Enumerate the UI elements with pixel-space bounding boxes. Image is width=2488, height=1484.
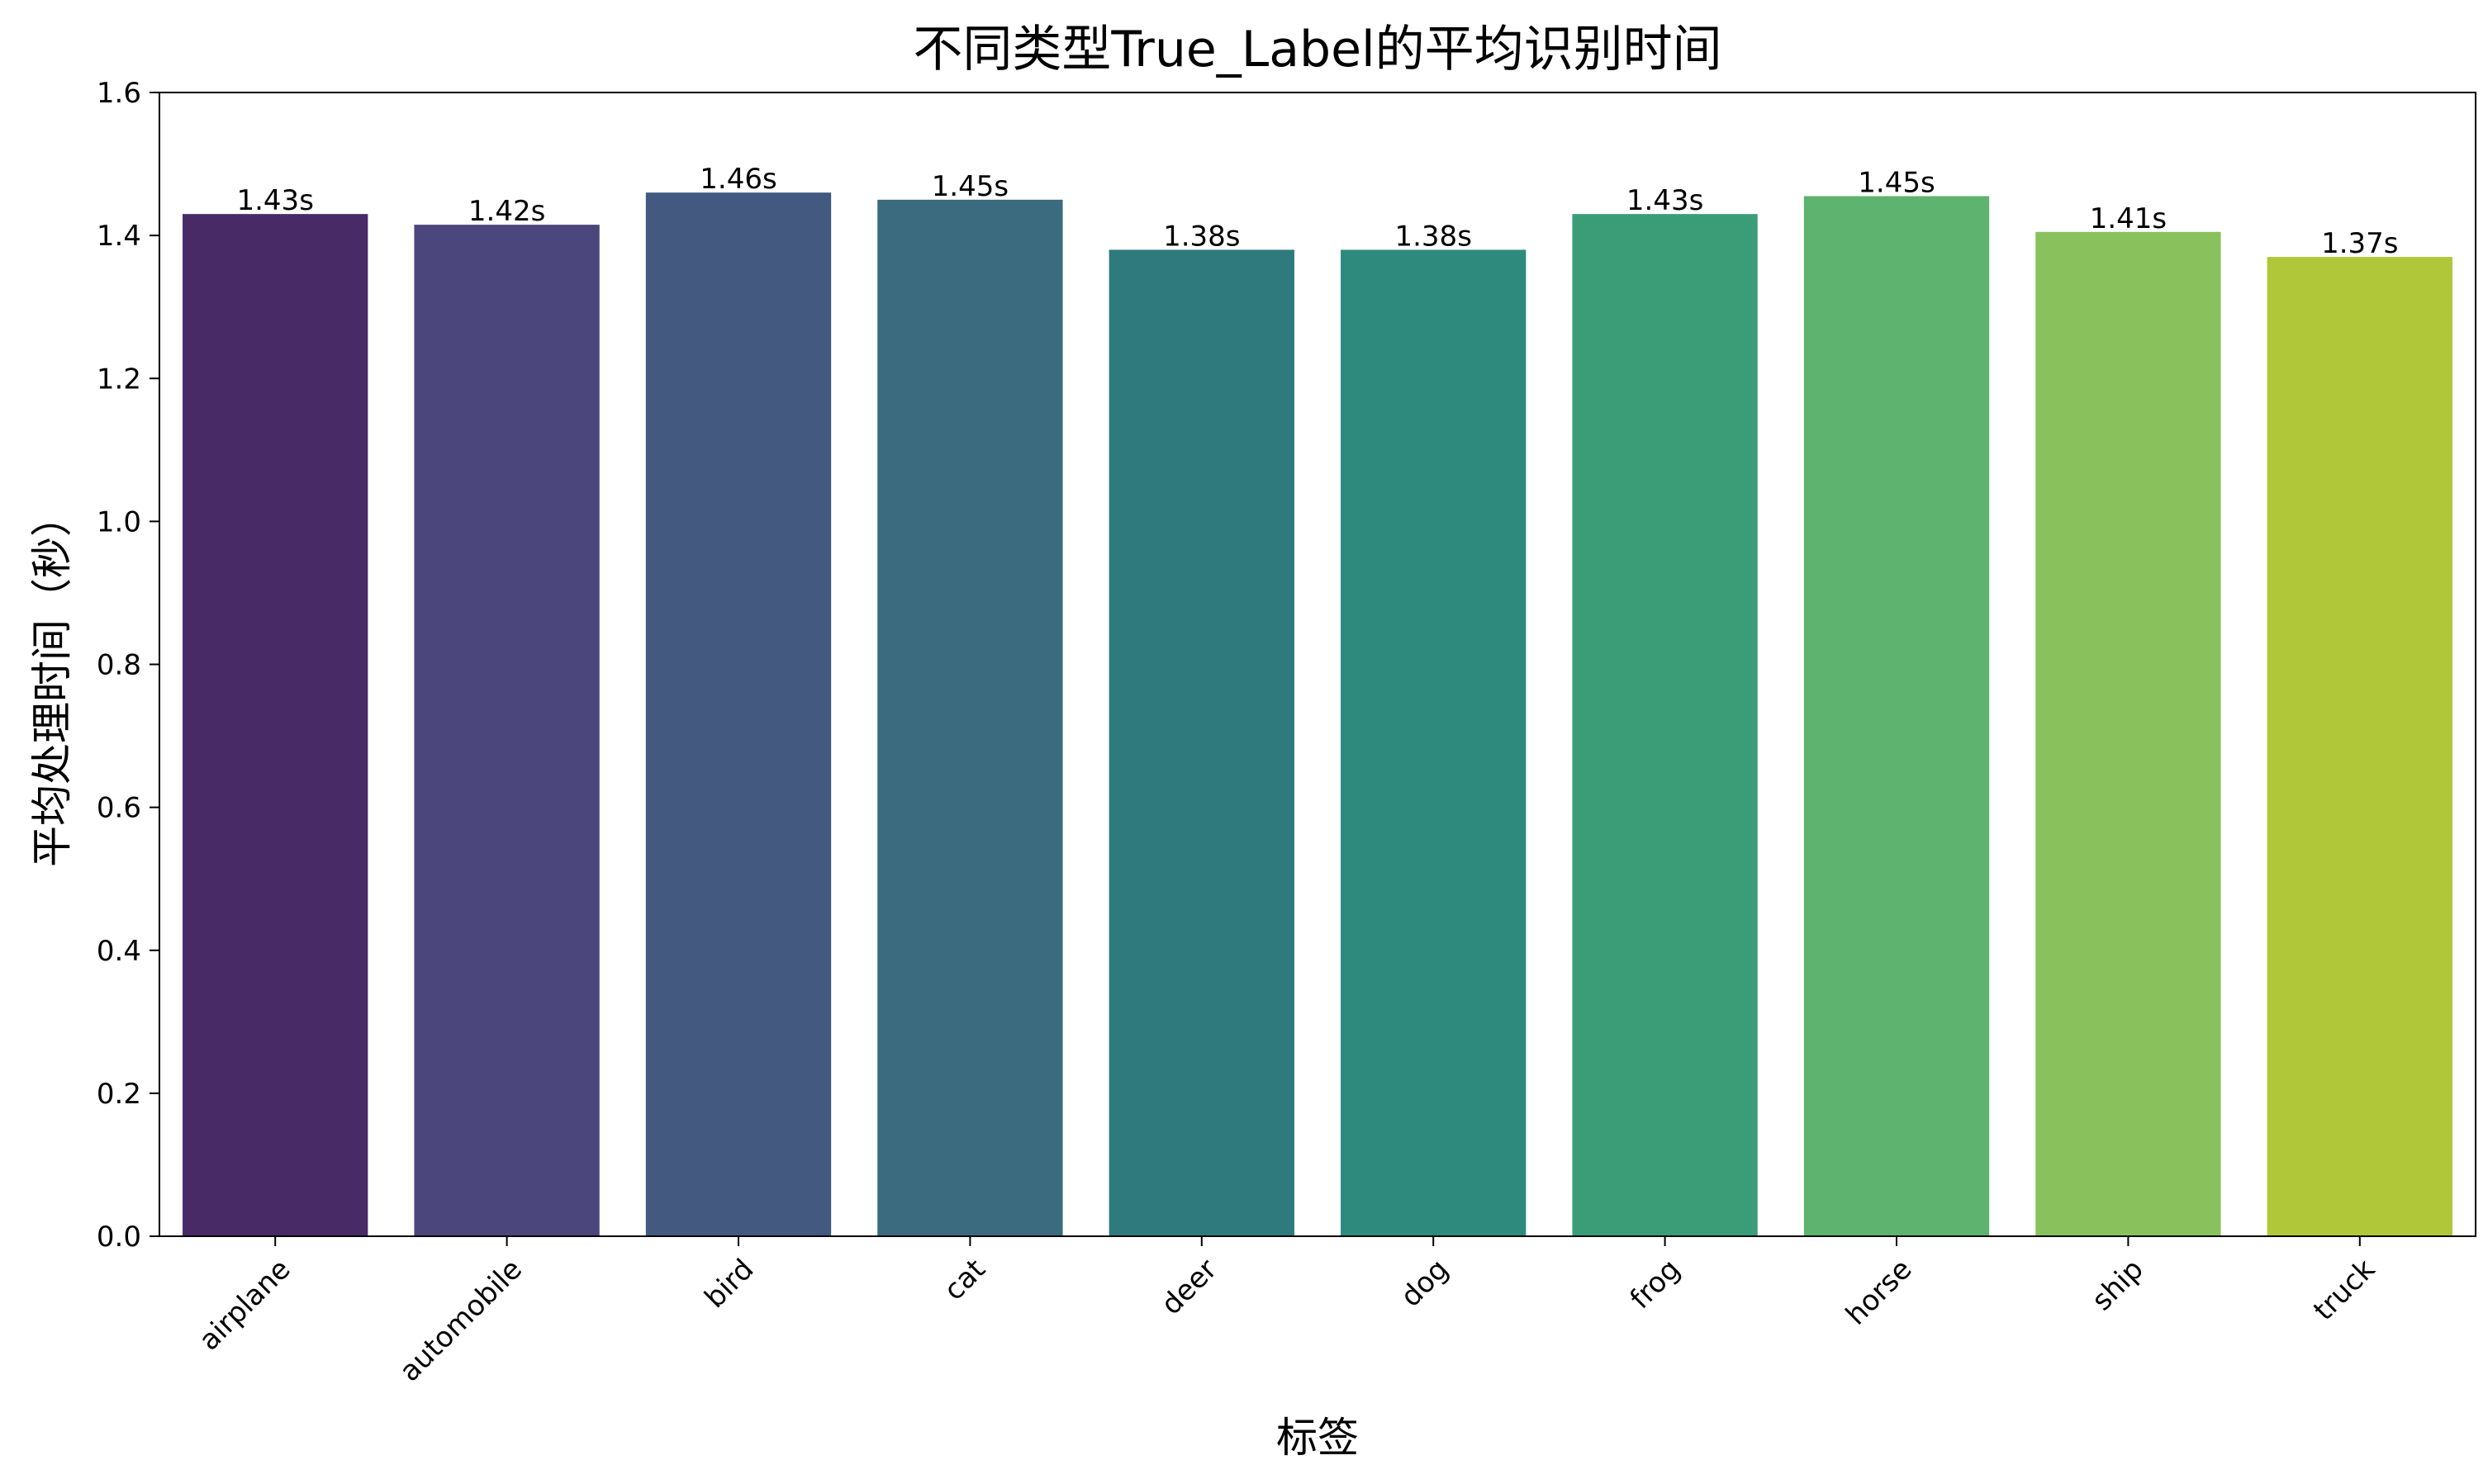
plot-frame <box>159 92 2476 1237</box>
y-tick-label-0.6: 0.6 <box>97 792 141 825</box>
chart-title: 不同类型True_Label的平均识别时间 <box>913 21 1721 78</box>
bar-cat <box>877 199 1063 1237</box>
bar-frog <box>1572 214 1758 1236</box>
y-tick-label-1.2: 1.2 <box>97 363 141 396</box>
bar-automobile <box>414 225 600 1236</box>
bar-dog <box>1341 249 1527 1237</box>
y-axis-label: 平均处理时间（秒） <box>28 495 76 867</box>
x-axis-label: 标签 <box>1276 1414 1359 1462</box>
bar-deer <box>1109 249 1294 1237</box>
x-tick-label-truck: truck <box>2307 1253 2381 1327</box>
bar-truck <box>2267 257 2452 1237</box>
data-label-horse: 1.45s <box>1858 167 1935 200</box>
data-label-dog: 1.38s <box>1394 220 1471 253</box>
x-tick-label-automobile: automobile <box>393 1253 529 1388</box>
data-label-deer: 1.38s <box>1163 220 1240 253</box>
y-tick-label-0.2: 0.2 <box>97 1078 141 1111</box>
bar-airplane <box>183 214 368 1236</box>
y-tick-label-0.4: 0.4 <box>97 935 141 968</box>
y-tick-label-0.8: 0.8 <box>97 649 141 682</box>
y-tick-label-0.0: 0.0 <box>97 1221 141 1254</box>
x-tick-label-horse: horse <box>1840 1253 1918 1331</box>
x-tick-label-cat: cat <box>938 1253 992 1307</box>
data-label-truck: 1.37s <box>2321 227 2398 260</box>
x-tick-label-deer: deer <box>1155 1253 1223 1321</box>
x-tick-label-ship: ship <box>2086 1253 2150 1317</box>
x-tick-label-dog: dog <box>1394 1253 1455 1314</box>
bar-bird <box>645 192 832 1237</box>
y-tick-label-1.0: 1.0 <box>97 505 141 538</box>
y-tick-label-1.6: 1.6 <box>97 77 141 110</box>
x-tick-label-bird: bird <box>698 1253 760 1315</box>
data-label-frog: 1.43s <box>1626 184 1703 217</box>
data-label-airplane: 1.43s <box>236 184 313 217</box>
x-tick-label-frog: frog <box>1624 1253 1687 1316</box>
bar-horse <box>1803 196 1990 1236</box>
data-label-automobile: 1.42s <box>468 195 545 228</box>
data-label-cat: 1.45s <box>932 170 1009 203</box>
y-tick-label-1.4: 1.4 <box>97 220 141 253</box>
data-label-bird: 1.46s <box>700 163 776 196</box>
bar-ship <box>2035 231 2221 1236</box>
x-tick-label-airplane: airplane <box>192 1253 297 1357</box>
data-label-ship: 1.41s <box>2090 202 2167 235</box>
